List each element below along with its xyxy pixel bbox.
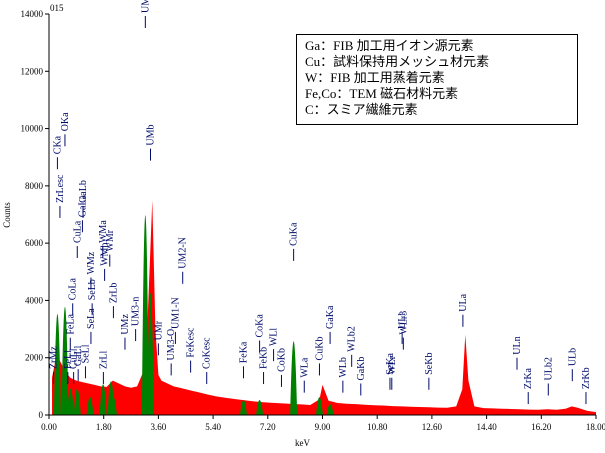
marker-label-36: CuKa: [289, 222, 300, 246]
y-tick-label-4: 8000: [25, 181, 44, 191]
marker-label-29: FeKesc: [186, 327, 197, 358]
marker-label-19: ZrLl: [98, 350, 109, 369]
x-axis-title: keV: [295, 438, 310, 448]
marker-label-20: ZrLb: [108, 283, 119, 304]
marker-label-27: UM1-N: [170, 297, 181, 329]
marker-label-32: CoKa: [255, 314, 266, 338]
x-tick-label-9: 16.20: [531, 422, 552, 432]
marker-label-10: GaLa: [77, 194, 88, 217]
y-tick-label-5: 10000: [21, 124, 44, 134]
marker-label-16: WMb: [100, 243, 111, 266]
marker-label-25: UMr: [153, 320, 164, 340]
peak-11: [256, 399, 264, 415]
peak-5: [99, 384, 107, 415]
marker-label-39: GaKa: [325, 305, 336, 329]
marker-label-26: UM3-O: [166, 329, 177, 361]
peak-7: [109, 397, 117, 415]
y-tick-label-2: 4000: [25, 295, 44, 305]
marker-label-38: CuKb: [314, 337, 325, 361]
marker-label-44: WLr: [387, 355, 398, 375]
y-axis-title: Counts: [2, 202, 12, 228]
marker-label-34: WLl: [269, 328, 280, 347]
y-tick-label-7: 14000: [21, 9, 44, 19]
x-tick-label-5: 9.00: [315, 422, 331, 432]
marker-label-35: CoKb: [276, 348, 287, 372]
y-tick-label-1: 2000: [25, 353, 44, 363]
marker-label-46: ULl: [397, 313, 408, 329]
marker-label-4: FeLl: [63, 350, 74, 369]
marker-label-5: CuLl: [69, 348, 80, 369]
corner-label: 015: [50, 3, 64, 13]
peak-1: [61, 306, 69, 415]
marker-label-3: ZrLesc: [55, 174, 66, 203]
marker-label-22: UM3-n: [131, 297, 142, 326]
peak-14: [326, 404, 334, 415]
x-tick-label-7: 12.60: [422, 422, 443, 432]
peak-9: [146, 292, 154, 415]
peak-13: [315, 397, 323, 415]
y-tick-label-6: 12000: [21, 66, 44, 76]
legend-item-cu: Cu：試料保持用メッシュ材元素: [305, 54, 490, 69]
marker-label-8: CuLa: [72, 220, 83, 243]
marker-label-53: ZrKb: [581, 367, 592, 389]
marker-label-49: ULn: [512, 336, 523, 354]
legend-item-ga: Ga：FIB 加工用イオン源元素: [305, 38, 474, 53]
marker-label-28: UM2-N: [178, 237, 189, 269]
marker-label-37: WLa: [299, 357, 310, 378]
y-tick-label-3: 6000: [25, 238, 44, 248]
marker-label-13: SeLa: [86, 308, 97, 329]
x-tick-label-10: 18.00: [586, 422, 605, 432]
marker-label-52: ULb: [567, 348, 578, 366]
marker-label-30: CoKesc: [202, 337, 213, 369]
background-area: [52, 200, 596, 415]
marker-label-43: SeKa: [385, 353, 396, 375]
x-tick-label-2: 3.60: [151, 422, 167, 432]
legend-item-w: W：FIB 加工用蒸着元素: [305, 70, 445, 85]
marker-label-24: UMb: [145, 124, 156, 145]
marker-label-41: WLb2: [347, 326, 358, 352]
marker-label-51: ULb2: [543, 357, 554, 380]
peak-3: [73, 388, 81, 415]
peak-12: [290, 341, 298, 415]
marker-label-31: FeKa: [238, 341, 249, 363]
x-tick-label-4: 7.20: [260, 422, 276, 432]
peak-4: [86, 397, 94, 415]
legend-box: Ga：FIB 加工用イオン源元素 Cu：試料保持用メッシュ材元素 W：FIB 加…: [296, 34, 578, 125]
marker-label-11: GaLb: [78, 180, 89, 203]
marker-label-40: WLb: [338, 357, 349, 378]
x-tick-label-1: 1.80: [96, 422, 112, 432]
x-tick-label-8: 14.40: [476, 422, 497, 432]
y-tick-label-0: 0: [39, 410, 44, 420]
marker-label-9: GaLl: [73, 345, 84, 366]
marker-label-1: CKa: [52, 135, 63, 154]
legend-item-c: C：スミア繊維元素: [305, 102, 418, 117]
peak-0: [53, 314, 61, 415]
marker-label-42: GaKb: [356, 357, 367, 381]
peak-2: [67, 388, 75, 415]
marker-label-21: UMz: [120, 314, 131, 335]
marker-label-15: WMz: [86, 251, 97, 274]
marker-label-7: CoLa: [68, 278, 79, 301]
marker-label-45: WLr3: [398, 311, 409, 335]
x-tick-label-6: 10.80: [367, 422, 388, 432]
x-tick-label-0: 0.00: [41, 422, 57, 432]
marker-label-6: FeLa: [65, 314, 76, 335]
marker-label-48: ULa: [458, 293, 469, 311]
marker-label-17: WMa: [98, 220, 109, 243]
peak-10: [239, 399, 247, 415]
marker-label-50: ZrKa: [523, 367, 534, 389]
marker-label-12: SeLl: [80, 344, 91, 363]
legend-item-fe-co: Fe,Co：TEM 磁石材料元素: [305, 86, 459, 101]
marker-label-47: SeKb: [424, 353, 435, 375]
marker-label-14: SeLb: [87, 279, 98, 300]
marker-label-18: WMr: [105, 229, 116, 251]
marker-label-33: FeKb: [259, 347, 270, 369]
marker-label-0: ZrMz: [49, 346, 60, 369]
peak-8: [141, 215, 149, 415]
marker-label-2: OKa: [60, 112, 71, 131]
x-tick-label-3: 5.40: [205, 422, 221, 432]
marker-label-23: UMa: [140, 0, 151, 13]
